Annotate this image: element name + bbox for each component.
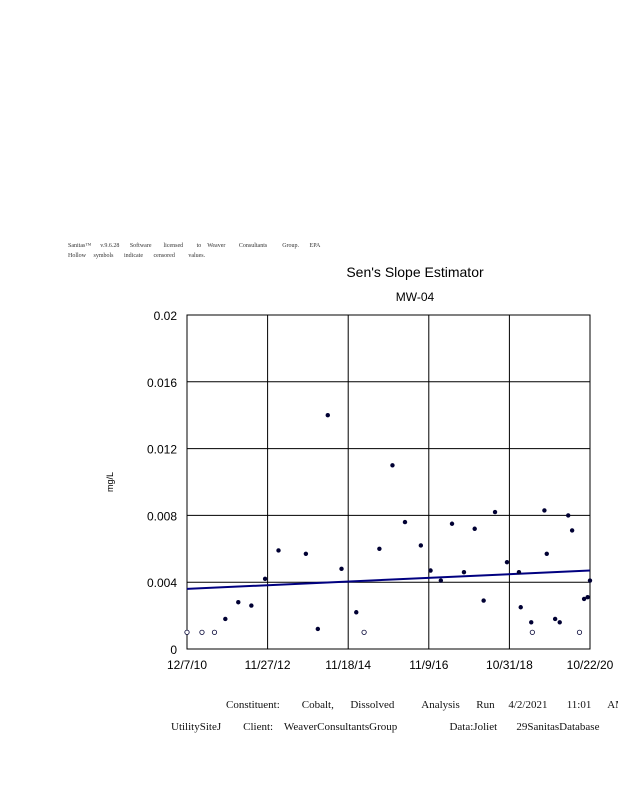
y-tick-label: 0.004	[147, 576, 177, 590]
censored-data-point	[361, 629, 367, 635]
data-point	[472, 526, 477, 531]
data-point	[325, 413, 330, 418]
y-tick-label: 0	[170, 643, 177, 657]
censored-data-point	[211, 629, 218, 635]
data-point	[428, 568, 433, 573]
data-point	[566, 513, 571, 518]
data-point	[303, 551, 309, 557]
data-point	[276, 548, 281, 553]
y-tick-label: 0.012	[147, 443, 177, 457]
analysis-info: Constituent: Cobalt, Dissolved Analysis …	[226, 699, 618, 711]
data-point	[249, 603, 254, 608]
data-point	[223, 616, 228, 622]
software-license-note: Sanitas™ v.9.6.28 Software licensed to W…	[68, 243, 321, 249]
data-point	[377, 546, 382, 551]
censored-data-point	[576, 629, 583, 635]
data-point	[262, 576, 268, 582]
data-point	[449, 521, 455, 526]
data-point	[315, 626, 321, 632]
data-point	[236, 600, 241, 605]
data-point	[557, 620, 562, 625]
chart-subtitle: MW-04	[395, 290, 435, 304]
data-point	[518, 605, 523, 610]
site-client-info: UtilitySiteJ Client: WeaverConsultantsGr…	[171, 721, 600, 733]
data-point	[529, 620, 534, 625]
x-tick-label: 10/31/18	[486, 658, 533, 672]
y-tick-label: 0.02	[154, 309, 178, 323]
chart-title: Sen's Slope Estimator	[346, 264, 484, 280]
x-tick-label: 10/22/20	[567, 658, 614, 672]
x-tick-label: 12/7/10	[167, 658, 207, 672]
data-point	[390, 463, 395, 468]
y-axis-label: mg/L	[105, 472, 115, 492]
data-point	[569, 528, 575, 533]
censored-data-point	[199, 629, 205, 635]
data-point	[418, 543, 424, 548]
data-point	[542, 508, 547, 513]
data-point	[585, 595, 590, 600]
y-tick-label: 0.008	[147, 509, 177, 523]
data-point	[481, 598, 486, 603]
data-point	[438, 578, 444, 583]
censored-data-point	[529, 629, 535, 635]
plot-frame	[186, 314, 591, 650]
x-tick-label: 11/18/14	[325, 658, 371, 672]
data-point	[492, 509, 498, 515]
sens-slope-trend-line	[186, 569, 591, 590]
data-point	[516, 569, 522, 575]
data-point	[552, 616, 558, 622]
data-point	[504, 559, 510, 565]
data-point	[339, 566, 344, 572]
x-tick-label: 11/27/12	[245, 658, 291, 672]
data-point	[544, 551, 549, 557]
y-tick-label: 0.016	[147, 376, 177, 390]
censored-data-point	[184, 629, 190, 635]
data-point	[402, 519, 408, 525]
x-tick-label: 11/9/16	[409, 658, 448, 672]
censored-values-note: Hollow symbols indicate censored values.	[68, 253, 206, 259]
data-point	[354, 610, 359, 615]
data-point	[461, 569, 467, 575]
data-point	[587, 578, 593, 583]
data-point	[581, 596, 587, 602]
